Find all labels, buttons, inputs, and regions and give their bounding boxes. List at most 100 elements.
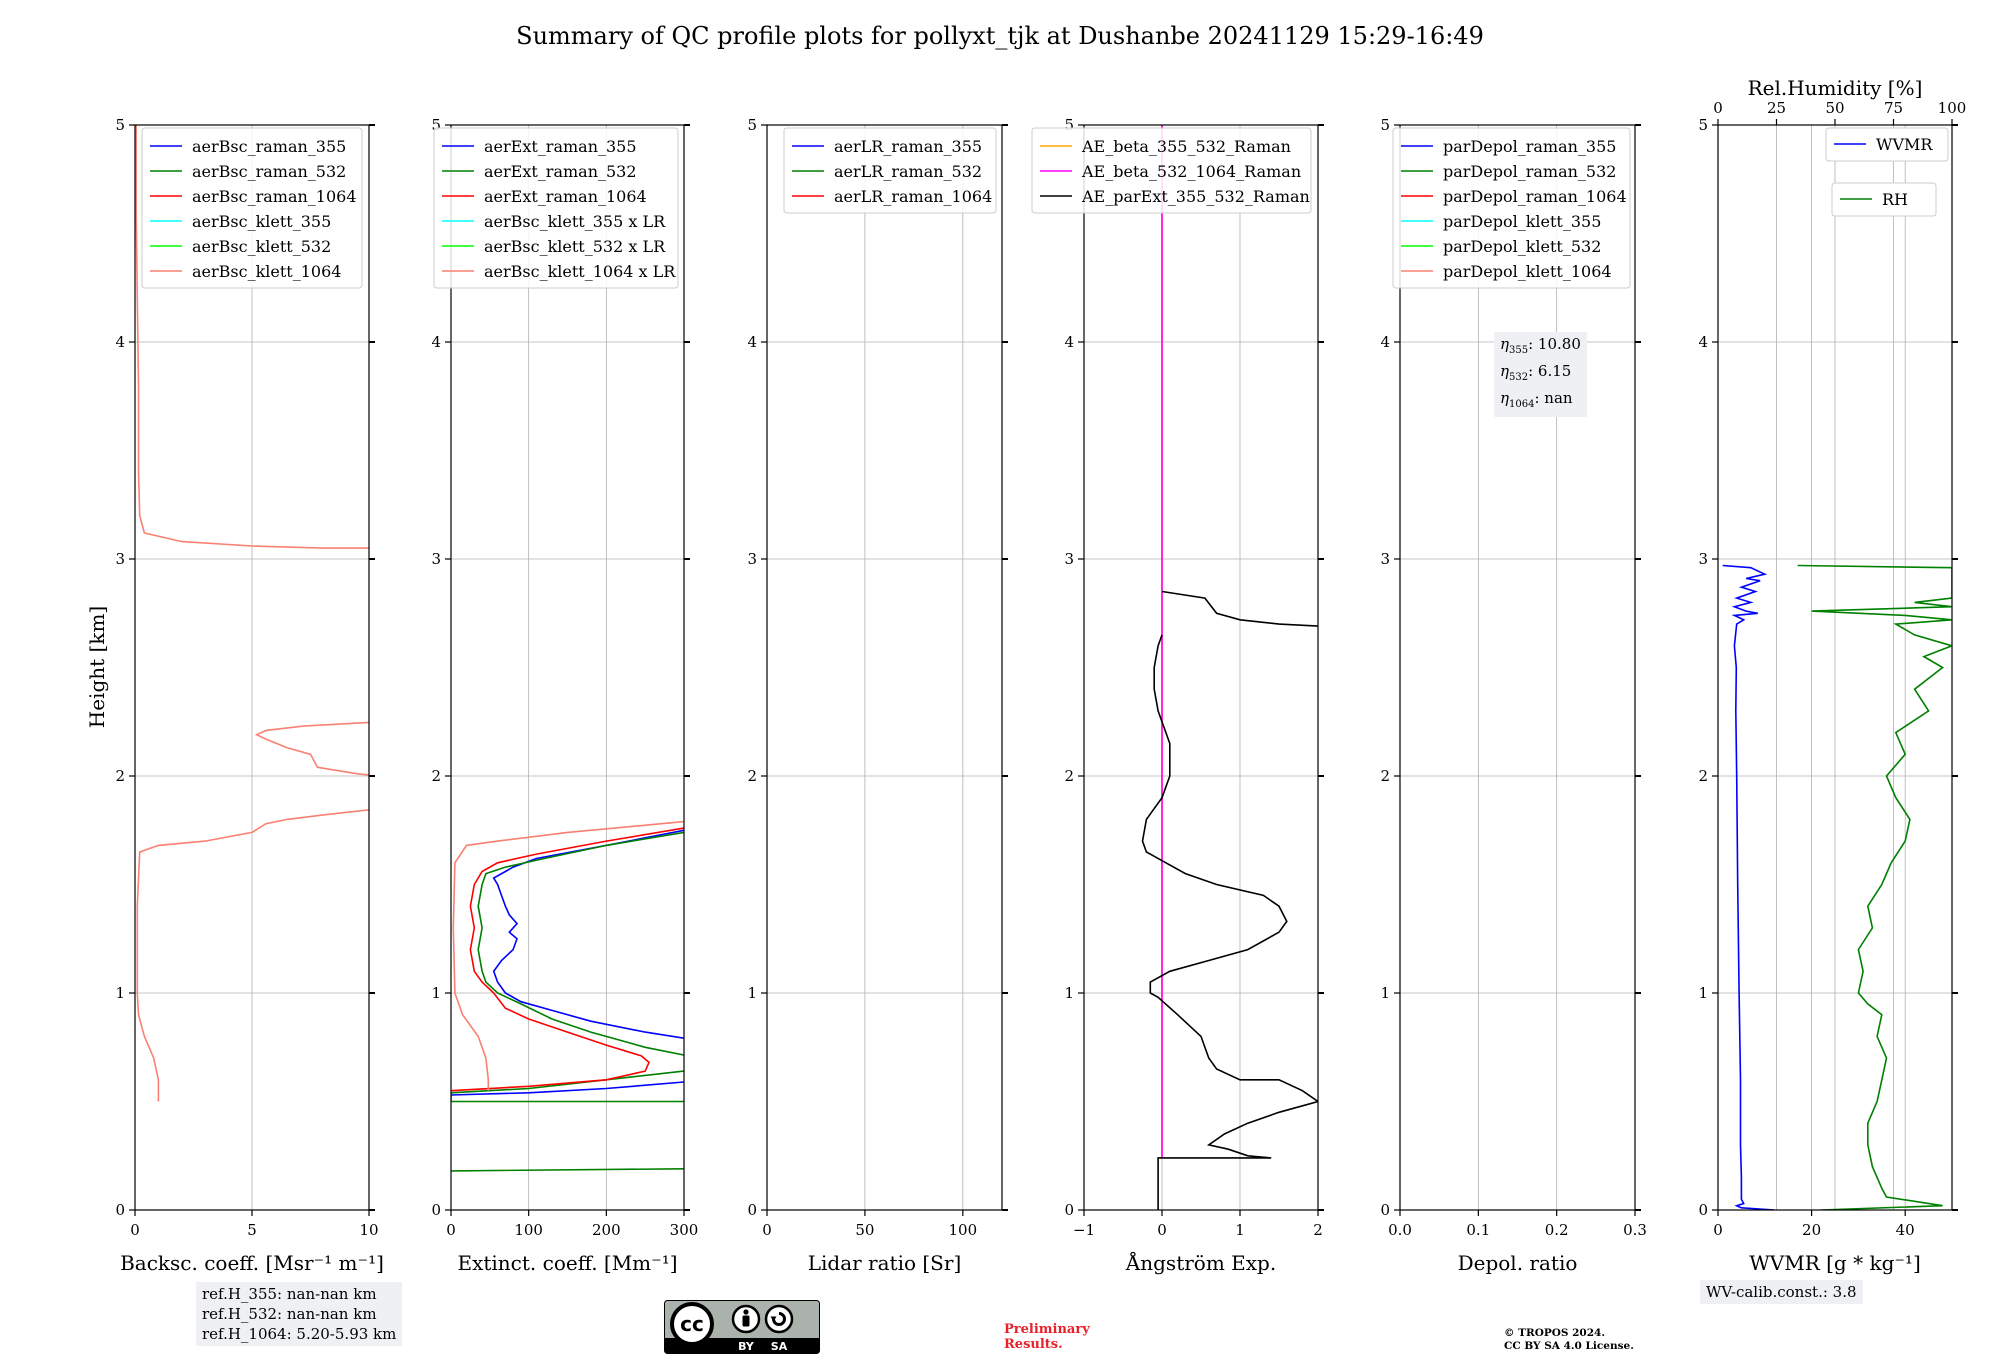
top-x-tick-label: 100	[1938, 99, 1967, 117]
y-tick-label: 5	[1698, 116, 1708, 134]
legend-label: AE_beta_532_1064_Raman	[1081, 162, 1301, 181]
series-group	[1141, 125, 1318, 1210]
y-tick-label: 4	[115, 333, 125, 351]
top-x-tick-label: 75	[1884, 99, 1903, 117]
legend-label: aerLR_raman_532	[834, 162, 982, 181]
x-tick-label: 1	[1235, 1221, 1245, 1239]
x-tick-label: 0.1	[1466, 1221, 1490, 1239]
legend-box	[433, 127, 679, 289]
y-tick-label: 1	[431, 984, 441, 1002]
series-line-RH	[1797, 564, 1952, 1210]
legend-label: RH	[1882, 190, 1908, 209]
x-tick-label: 50	[855, 1221, 874, 1239]
legend-label: parDepol_raman_532	[1443, 162, 1616, 181]
x-axis-label: Depol. ratio	[1458, 1251, 1578, 1275]
series-line-aerExt_raman_532	[451, 831, 684, 1172]
legend-label: parDepol_raman_1064	[1443, 187, 1627, 206]
series-line-AE_parExt_355_532_Raman_top	[1161, 590, 1318, 627]
series-group	[451, 820, 684, 1172]
legend-label: aerBsc_klett_1064 x LR	[484, 262, 676, 281]
legend-label: aerBsc_klett_355 x LR	[484, 212, 666, 231]
legend-box	[1392, 127, 1631, 289]
series-line-WVMR	[1722, 564, 1775, 1210]
legend-label: aerBsc_klett_355	[192, 212, 331, 231]
legend-label: parDepol_klett_1064	[1443, 262, 1612, 281]
y-tick-label: 1	[1064, 984, 1074, 1002]
legend-label: parDepol_klett_532	[1443, 237, 1601, 256]
legend-label: aerBsc_klett_1064	[192, 262, 341, 281]
x-tick-label: 0.2	[1545, 1221, 1569, 1239]
x-tick-label: 100	[949, 1221, 978, 1239]
legend-label: AE_beta_355_532_Raman	[1081, 137, 1291, 156]
eta-355-value: 10.80	[1537, 335, 1581, 353]
x-tick-label: 0	[762, 1221, 772, 1239]
x-tick-label: 100	[514, 1221, 543, 1239]
y-tick-label: 0	[1064, 1201, 1074, 1219]
legend: parDepol_raman_355 parDepol_raman_532 parD…	[1392, 127, 1631, 289]
series-group	[1722, 564, 1952, 1210]
legend-label: aerExt_raman_532	[484, 162, 637, 181]
x-tick-label: 20	[1802, 1221, 1821, 1239]
preliminary-line-2: Results.	[1004, 1337, 1063, 1352]
y-tick-label: 1	[115, 984, 125, 1002]
legend: WVMR RH	[1825, 127, 1949, 217]
x-tick-label: −1	[1073, 1221, 1095, 1239]
figure-title: Summary of QC profile plots for pollyxt_…	[516, 22, 1484, 50]
y-tick-label: 4	[1698, 333, 1708, 351]
legend-label: aerBsc_raman_1064	[192, 187, 357, 206]
legend-label: aerLR_raman_355	[834, 137, 982, 156]
by-text: BY	[738, 1340, 755, 1353]
top-x-tick-label: 25	[1767, 99, 1786, 117]
panel-4: 0 1 2 3 4 5 −1 0 1 2 Ångström Exp. AE_beta_355_532_…	[1031, 116, 1324, 1275]
panel-frame	[1083, 124, 1319, 1211]
y-tick-label: 4	[431, 333, 441, 351]
eta-1064-value: nan	[1544, 389, 1573, 407]
legend-label: aerExt_raman_1064	[484, 187, 647, 206]
y-tick-label: 0	[1698, 1201, 1708, 1219]
y-tick-label: 1	[1380, 984, 1390, 1002]
series-line-aerExt_raman_355	[451, 829, 684, 1096]
x-tick-label: 5	[247, 1221, 257, 1239]
y-tick-label: 3	[747, 550, 757, 568]
legend-label: aerBsc_klett_532 x LR	[484, 237, 666, 256]
series-line-aerBsc_klett_1064	[135, 125, 369, 1102]
y-tick-label: 0	[747, 1201, 757, 1219]
legend-label: WVMR	[1876, 135, 1933, 154]
copyright-note: © TROPOS 2024. CC BY SA 4.0 License.	[1504, 1327, 1634, 1353]
eta-532-value: 6.15	[1537, 362, 1572, 380]
x-tick-label: 200	[592, 1221, 621, 1239]
ref-h-1064: ref.H_1064: 5.20-5.93 km	[202, 1325, 397, 1343]
copyright-line-1: © TROPOS 2024.	[1504, 1327, 1606, 1339]
x-tick-label: 0	[446, 1221, 456, 1239]
wv-calibration-box: WV-calib.const.: 3.8	[1700, 1280, 1863, 1304]
y-tick-label: 1	[1698, 984, 1708, 1002]
series-line-aerBsc_klett_1064 x LR	[452, 820, 684, 1091]
eta-1064-row: η1064: nan	[1500, 389, 1573, 410]
x-tick-label: 0	[1713, 1221, 1723, 1239]
legend-label: aerBsc_klett_532	[192, 237, 331, 256]
y-tick-label: 0	[431, 1201, 441, 1219]
legend-box	[141, 127, 363, 289]
panel-frame	[450, 124, 685, 1211]
legend: AE_beta_355_532_Raman AE_beta_532_1064_Ra…	[1031, 127, 1312, 214]
legend-label: aerBsc_raman_532	[192, 162, 346, 181]
y-tick-label: 5	[431, 116, 441, 134]
x-tick-label: 0.3	[1623, 1221, 1647, 1239]
y-tick-label: 5	[115, 116, 125, 134]
legend-box	[783, 127, 997, 214]
x-axis-label: Backsc. coeff. [Msr⁻¹ m⁻¹]	[120, 1251, 384, 1275]
cc-text: cc	[680, 1312, 704, 1336]
series-line-aerExt_raman_1064	[451, 827, 684, 1092]
legend-label: parDepol_klett_355	[1443, 212, 1601, 231]
panel-1: 0 1 2 3 4 5 0 5 10 Backsc. coeff. [Msr⁻¹ m⁻¹] aerB…	[115, 116, 383, 1275]
x-axis-label: Lidar ratio [Sr]	[808, 1251, 962, 1275]
legend-box	[1825, 127, 1949, 162]
y-tick-label: 2	[1064, 767, 1074, 785]
x-tick-label: 2	[1313, 1221, 1323, 1239]
sa-text: SA	[771, 1340, 788, 1353]
legend: aerLR_raman_355 aerLR_raman_532 aerLR_rama…	[783, 127, 997, 214]
y-tick-label: 1	[747, 984, 757, 1002]
x-tick-label: 0	[130, 1221, 140, 1239]
legend-label: AE_parExt_355_532_Raman	[1081, 187, 1310, 206]
